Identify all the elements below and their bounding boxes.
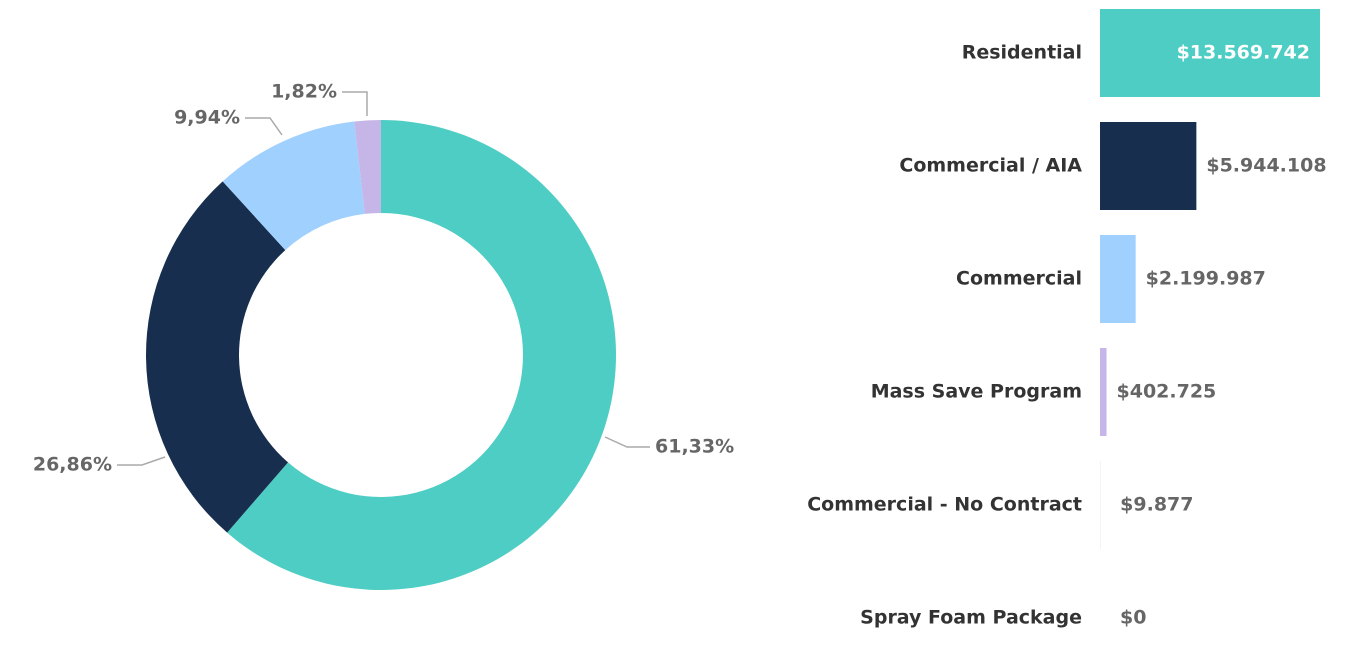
donut-slice <box>227 120 616 590</box>
donut-slice <box>222 121 365 251</box>
value-label: $2.199.987 <box>1146 268 1266 290</box>
category-label: Spray Foam Package <box>860 607 1082 629</box>
bar <box>1100 9 1320 97</box>
leader-line <box>604 436 650 448</box>
category-label: Commercial / AIA <box>899 155 1082 177</box>
category-label: Commercial - No Contract <box>807 494 1082 516</box>
bar <box>1100 348 1107 436</box>
value-label: $402.725 <box>1117 381 1217 403</box>
leader-line <box>245 117 283 136</box>
bar <box>1100 122 1197 210</box>
bar <box>1100 235 1136 323</box>
leader-line <box>342 91 368 116</box>
slice-label: 1,82% <box>271 81 337 103</box>
donut-slice <box>354 120 381 214</box>
value-label: $0 <box>1120 607 1146 629</box>
value-label: $5.944.108 <box>1206 155 1326 177</box>
value-label: $9.877 <box>1120 494 1193 516</box>
slice-label: 61,33% <box>655 436 734 458</box>
slice-label: 9,94% <box>174 107 240 129</box>
category-label: Residential <box>962 42 1082 64</box>
leader-line <box>117 456 166 466</box>
slice-label: 26,86% <box>33 454 112 476</box>
category-label: Mass Save Program <box>871 381 1082 403</box>
category-label: Commercial <box>956 268 1082 290</box>
donut-slice <box>146 181 289 533</box>
value-label: $13.569.742 <box>1177 42 1310 64</box>
